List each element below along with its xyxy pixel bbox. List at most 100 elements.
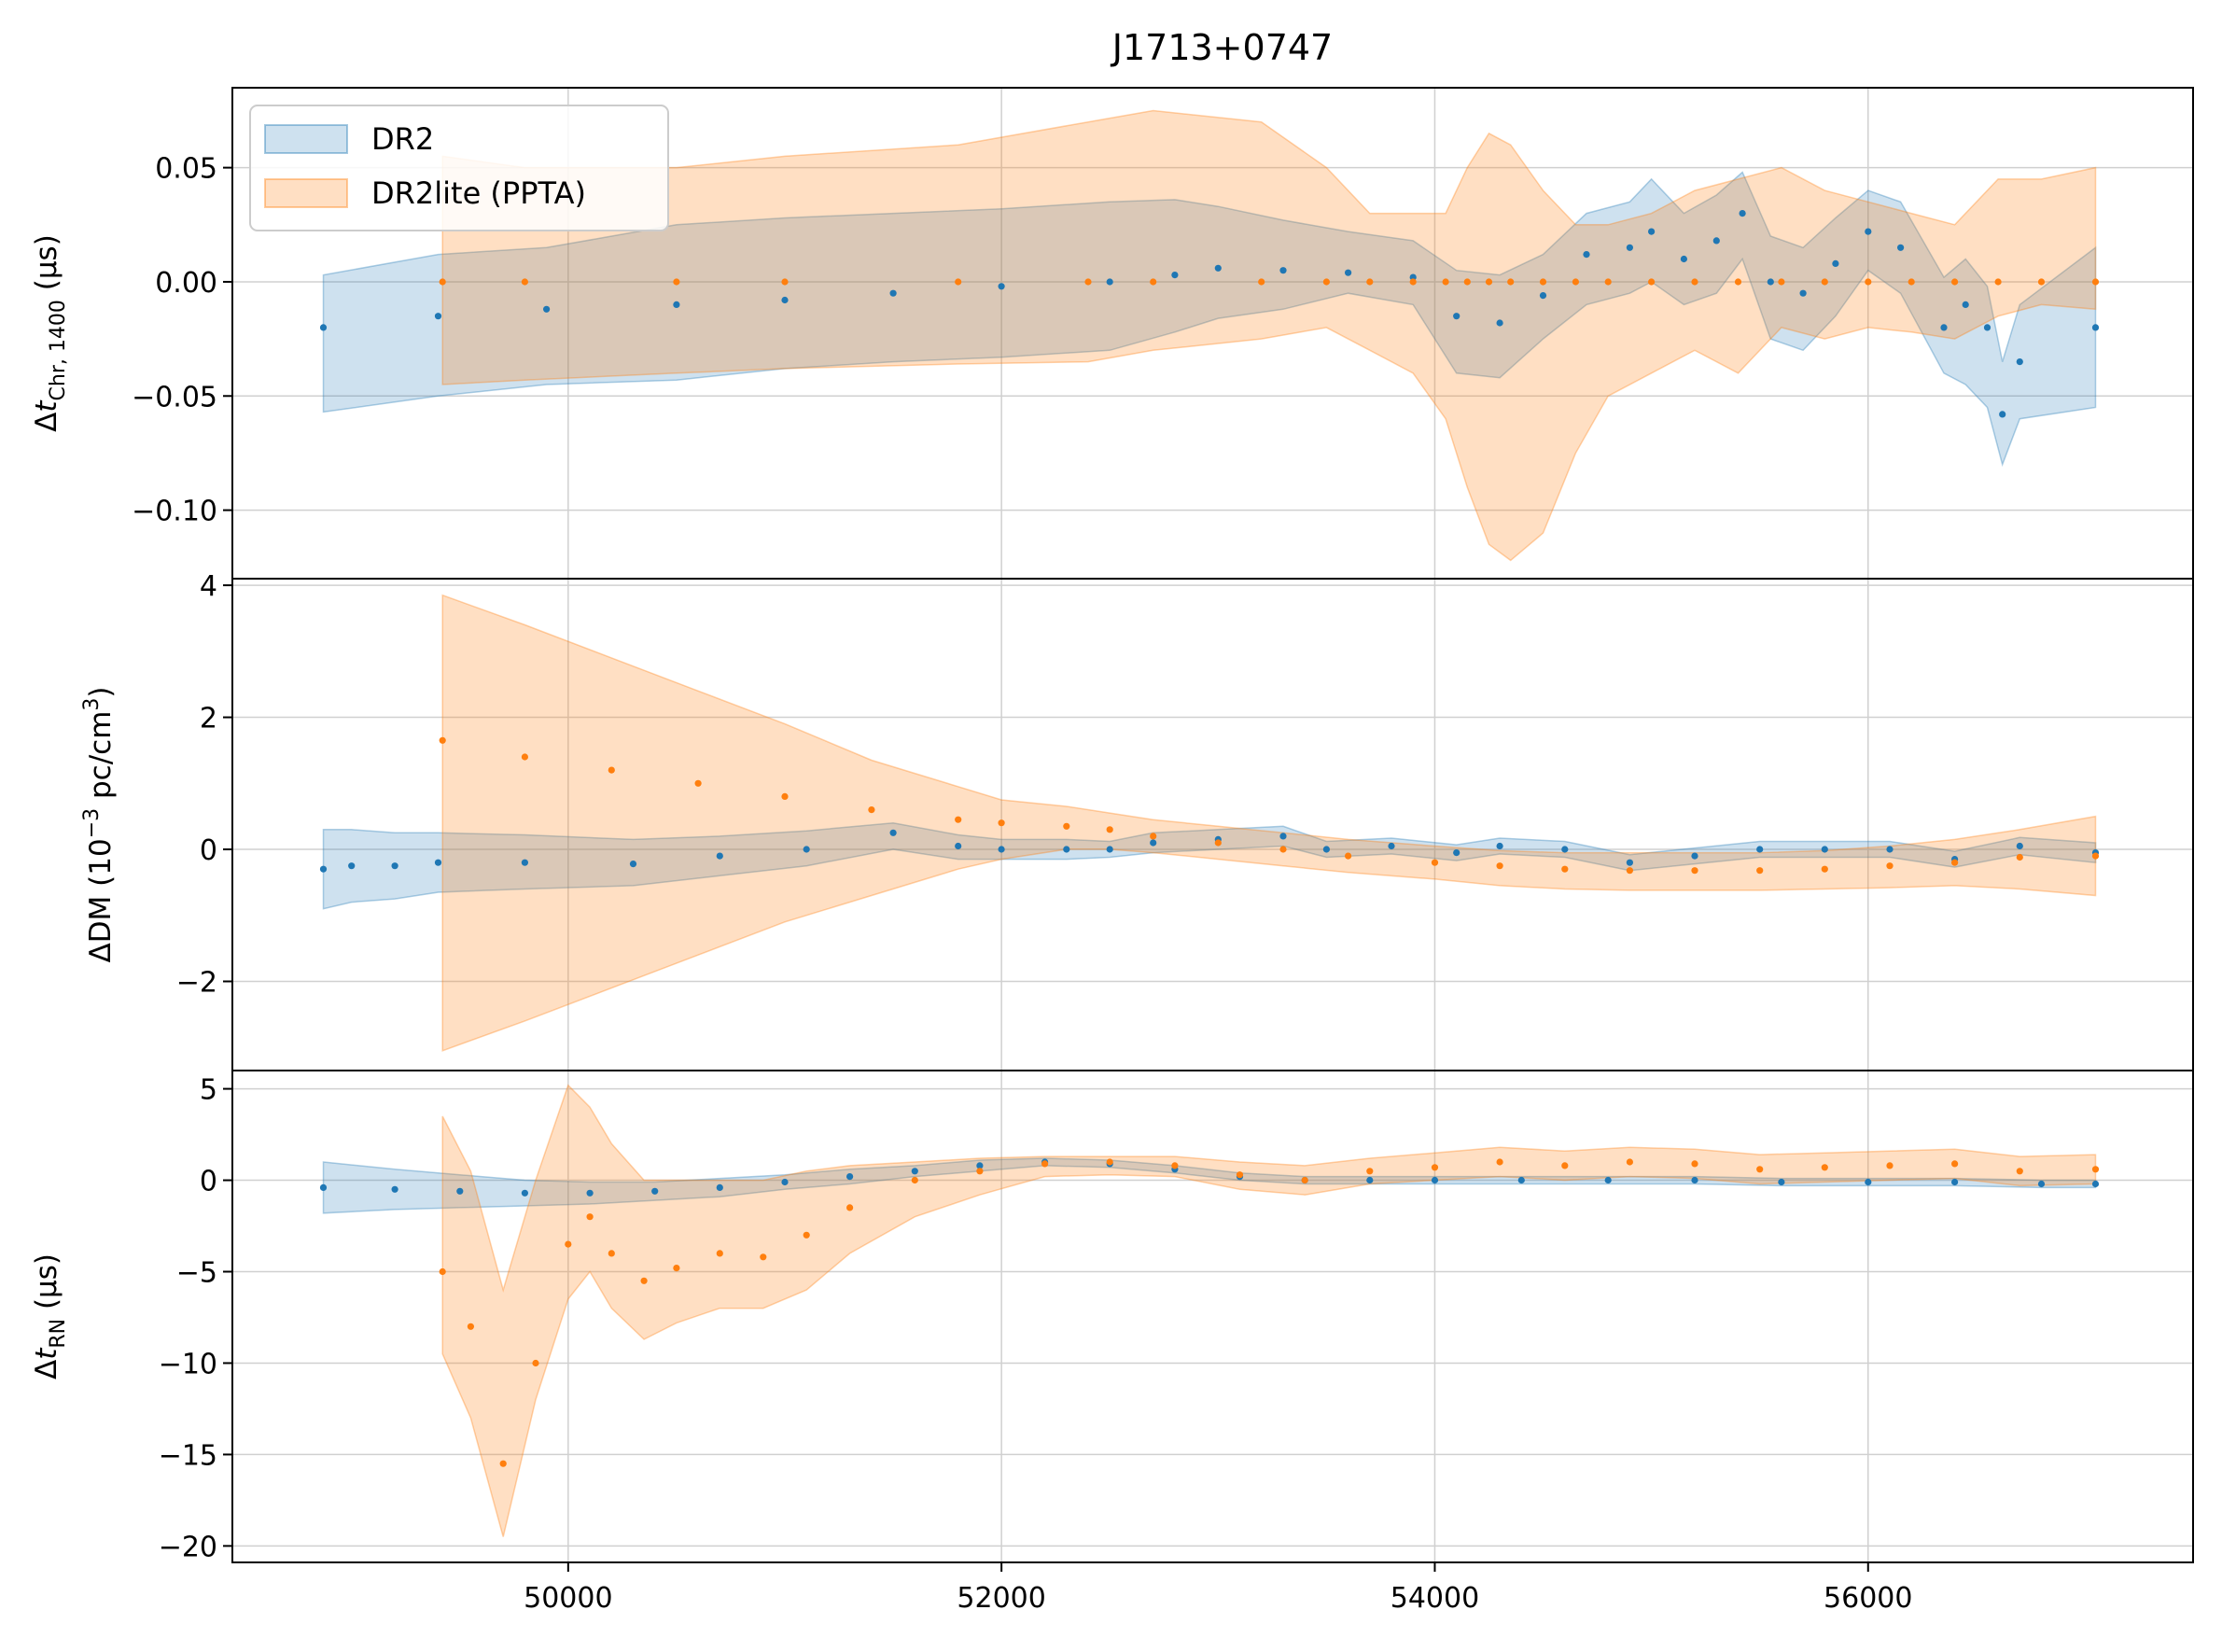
- y-tick-label: −0.05: [132, 381, 217, 413]
- data-point-dr2lite: [1496, 1158, 1503, 1166]
- data-point-dr2lite: [1572, 278, 1579, 286]
- data-point-dr2lite: [1821, 865, 1828, 873]
- data-point-dr2: [716, 1183, 723, 1191]
- data-point-dr2lite: [1322, 278, 1330, 286]
- y-tick-label: −5: [176, 1257, 217, 1290]
- data-point-dr2: [1712, 237, 1720, 245]
- data-point-dr2lite: [1756, 1166, 1764, 1173]
- data-point-dr2lite: [911, 1176, 918, 1184]
- data-point-dr2: [1453, 849, 1460, 857]
- data-point-dr2: [1517, 1176, 1525, 1184]
- data-point-dr2: [1951, 1178, 1959, 1186]
- data-point-dr2lite: [1626, 867, 1633, 875]
- series-layer: [319, 594, 2100, 1052]
- data-point-dr2lite: [608, 1250, 615, 1257]
- data-point-dr2lite: [673, 278, 680, 286]
- data-point-dr2lite: [2091, 278, 2100, 286]
- data-point-dr2lite: [1561, 865, 1569, 873]
- legend-swatch: [264, 124, 348, 154]
- data-point-dr2: [391, 862, 398, 870]
- data-point-dr2: [846, 1173, 854, 1181]
- data-point-dr2: [2016, 842, 2023, 850]
- data-point-dr2lite: [846, 1204, 854, 1211]
- legend-label: DR2lite (PPTA): [371, 175, 586, 211]
- data-point-dr2: [1604, 1176, 1612, 1184]
- data-point-dr2lite: [1539, 278, 1547, 286]
- data-point-dr2lite: [532, 1359, 539, 1367]
- data-point-dr2: [434, 859, 442, 866]
- legend-swatch: [264, 178, 348, 208]
- data-point-dr2lite: [1886, 1162, 1894, 1169]
- data-point-dr2: [1626, 244, 1633, 251]
- data-point-dr2: [716, 852, 723, 860]
- band-dr2lite: [441, 594, 2097, 1052]
- data-point-dr2lite: [1561, 1162, 1569, 1169]
- band-dr2: [322, 171, 2097, 468]
- data-point-dr2lite: [781, 792, 789, 801]
- data-point-dr2: [673, 301, 680, 308]
- data-point-dr2lite: [1366, 278, 1374, 286]
- y-tick-label: 0.00: [155, 267, 217, 300]
- data-point-dr2: [1886, 846, 1894, 853]
- y-tick-label: −0.10: [132, 496, 217, 528]
- y-tick-label: −15: [159, 1439, 217, 1472]
- data-point-dr2lite: [1994, 278, 2002, 286]
- data-point-dr2lite: [1409, 278, 1417, 286]
- axes-frame: [231, 1070, 2194, 1563]
- data-point-dr2lite: [976, 1168, 984, 1175]
- data-point-dr2lite: [439, 1267, 446, 1276]
- data-point-dr2: [319, 865, 328, 873]
- data-point-dr2lite: [1691, 1160, 1698, 1168]
- data-point-dr2lite: [998, 819, 1005, 827]
- data-point-dr2: [1626, 859, 1633, 866]
- data-point-dr2: [1940, 324, 1948, 331]
- data-point-dr2: [1388, 842, 1395, 850]
- data-point-dr2lite: [499, 1460, 507, 1467]
- data-point-dr2: [1648, 228, 1656, 235]
- data-point-dr2lite: [1691, 278, 1698, 286]
- data-point-dr2lite: [1496, 862, 1503, 870]
- data-point-dr2lite: [694, 779, 702, 787]
- grid: [232, 579, 2193, 1071]
- y-tick-label: −20: [159, 1531, 217, 1563]
- data-point-dr2: [955, 842, 962, 850]
- y-tick-label: 0: [200, 834, 217, 867]
- data-point-dr2lite: [1150, 278, 1157, 286]
- data-point-dr2lite: [673, 1265, 680, 1272]
- data-point-dr2lite: [1507, 278, 1515, 286]
- data-point-dr2lite: [1301, 1176, 1308, 1184]
- data-point-dr2: [1561, 846, 1569, 853]
- x-tick-label: 50000: [524, 1582, 612, 1615]
- data-point-dr2: [781, 1178, 789, 1186]
- data-point-dr2lite: [1951, 859, 1959, 866]
- data-point-dr2: [976, 1162, 984, 1169]
- data-point-dr2lite: [1084, 278, 1092, 286]
- data-point-dr2: [1106, 278, 1113, 286]
- y-axis-label: ΔDM (10−3 pc/cm3): [80, 686, 118, 962]
- y-tick-label: 0.05: [155, 153, 217, 186]
- x-tick-label: 54000: [1391, 1582, 1479, 1615]
- y-tick-label: 4: [200, 570, 217, 603]
- data-point-dr2lite: [1442, 278, 1449, 286]
- data-point-dr2: [521, 1189, 529, 1197]
- data-point-dr2lite: [1626, 1158, 1633, 1166]
- data-point-dr2: [319, 324, 328, 331]
- data-point-dr2: [1453, 313, 1460, 320]
- data-point-dr2: [1214, 264, 1222, 272]
- series-layer: [319, 109, 2100, 562]
- data-point-dr2: [2091, 1180, 2100, 1188]
- data-point-dr2: [803, 846, 810, 853]
- data-point-dr2: [1767, 278, 1774, 286]
- data-point-dr2: [1106, 846, 1113, 853]
- data-point-dr2lite: [2091, 852, 2100, 860]
- data-point-dr2: [1279, 267, 1287, 274]
- data-point-dr2lite: [955, 816, 962, 823]
- data-point-dr2lite: [781, 278, 789, 286]
- data-point-dr2lite: [1778, 278, 1785, 286]
- data-point-dr2: [889, 289, 897, 297]
- data-point-dr2: [1496, 842, 1503, 850]
- data-point-dr2: [629, 861, 637, 868]
- data-point-dr2lite: [2091, 1166, 2100, 1173]
- data-point-dr2: [1279, 833, 1287, 840]
